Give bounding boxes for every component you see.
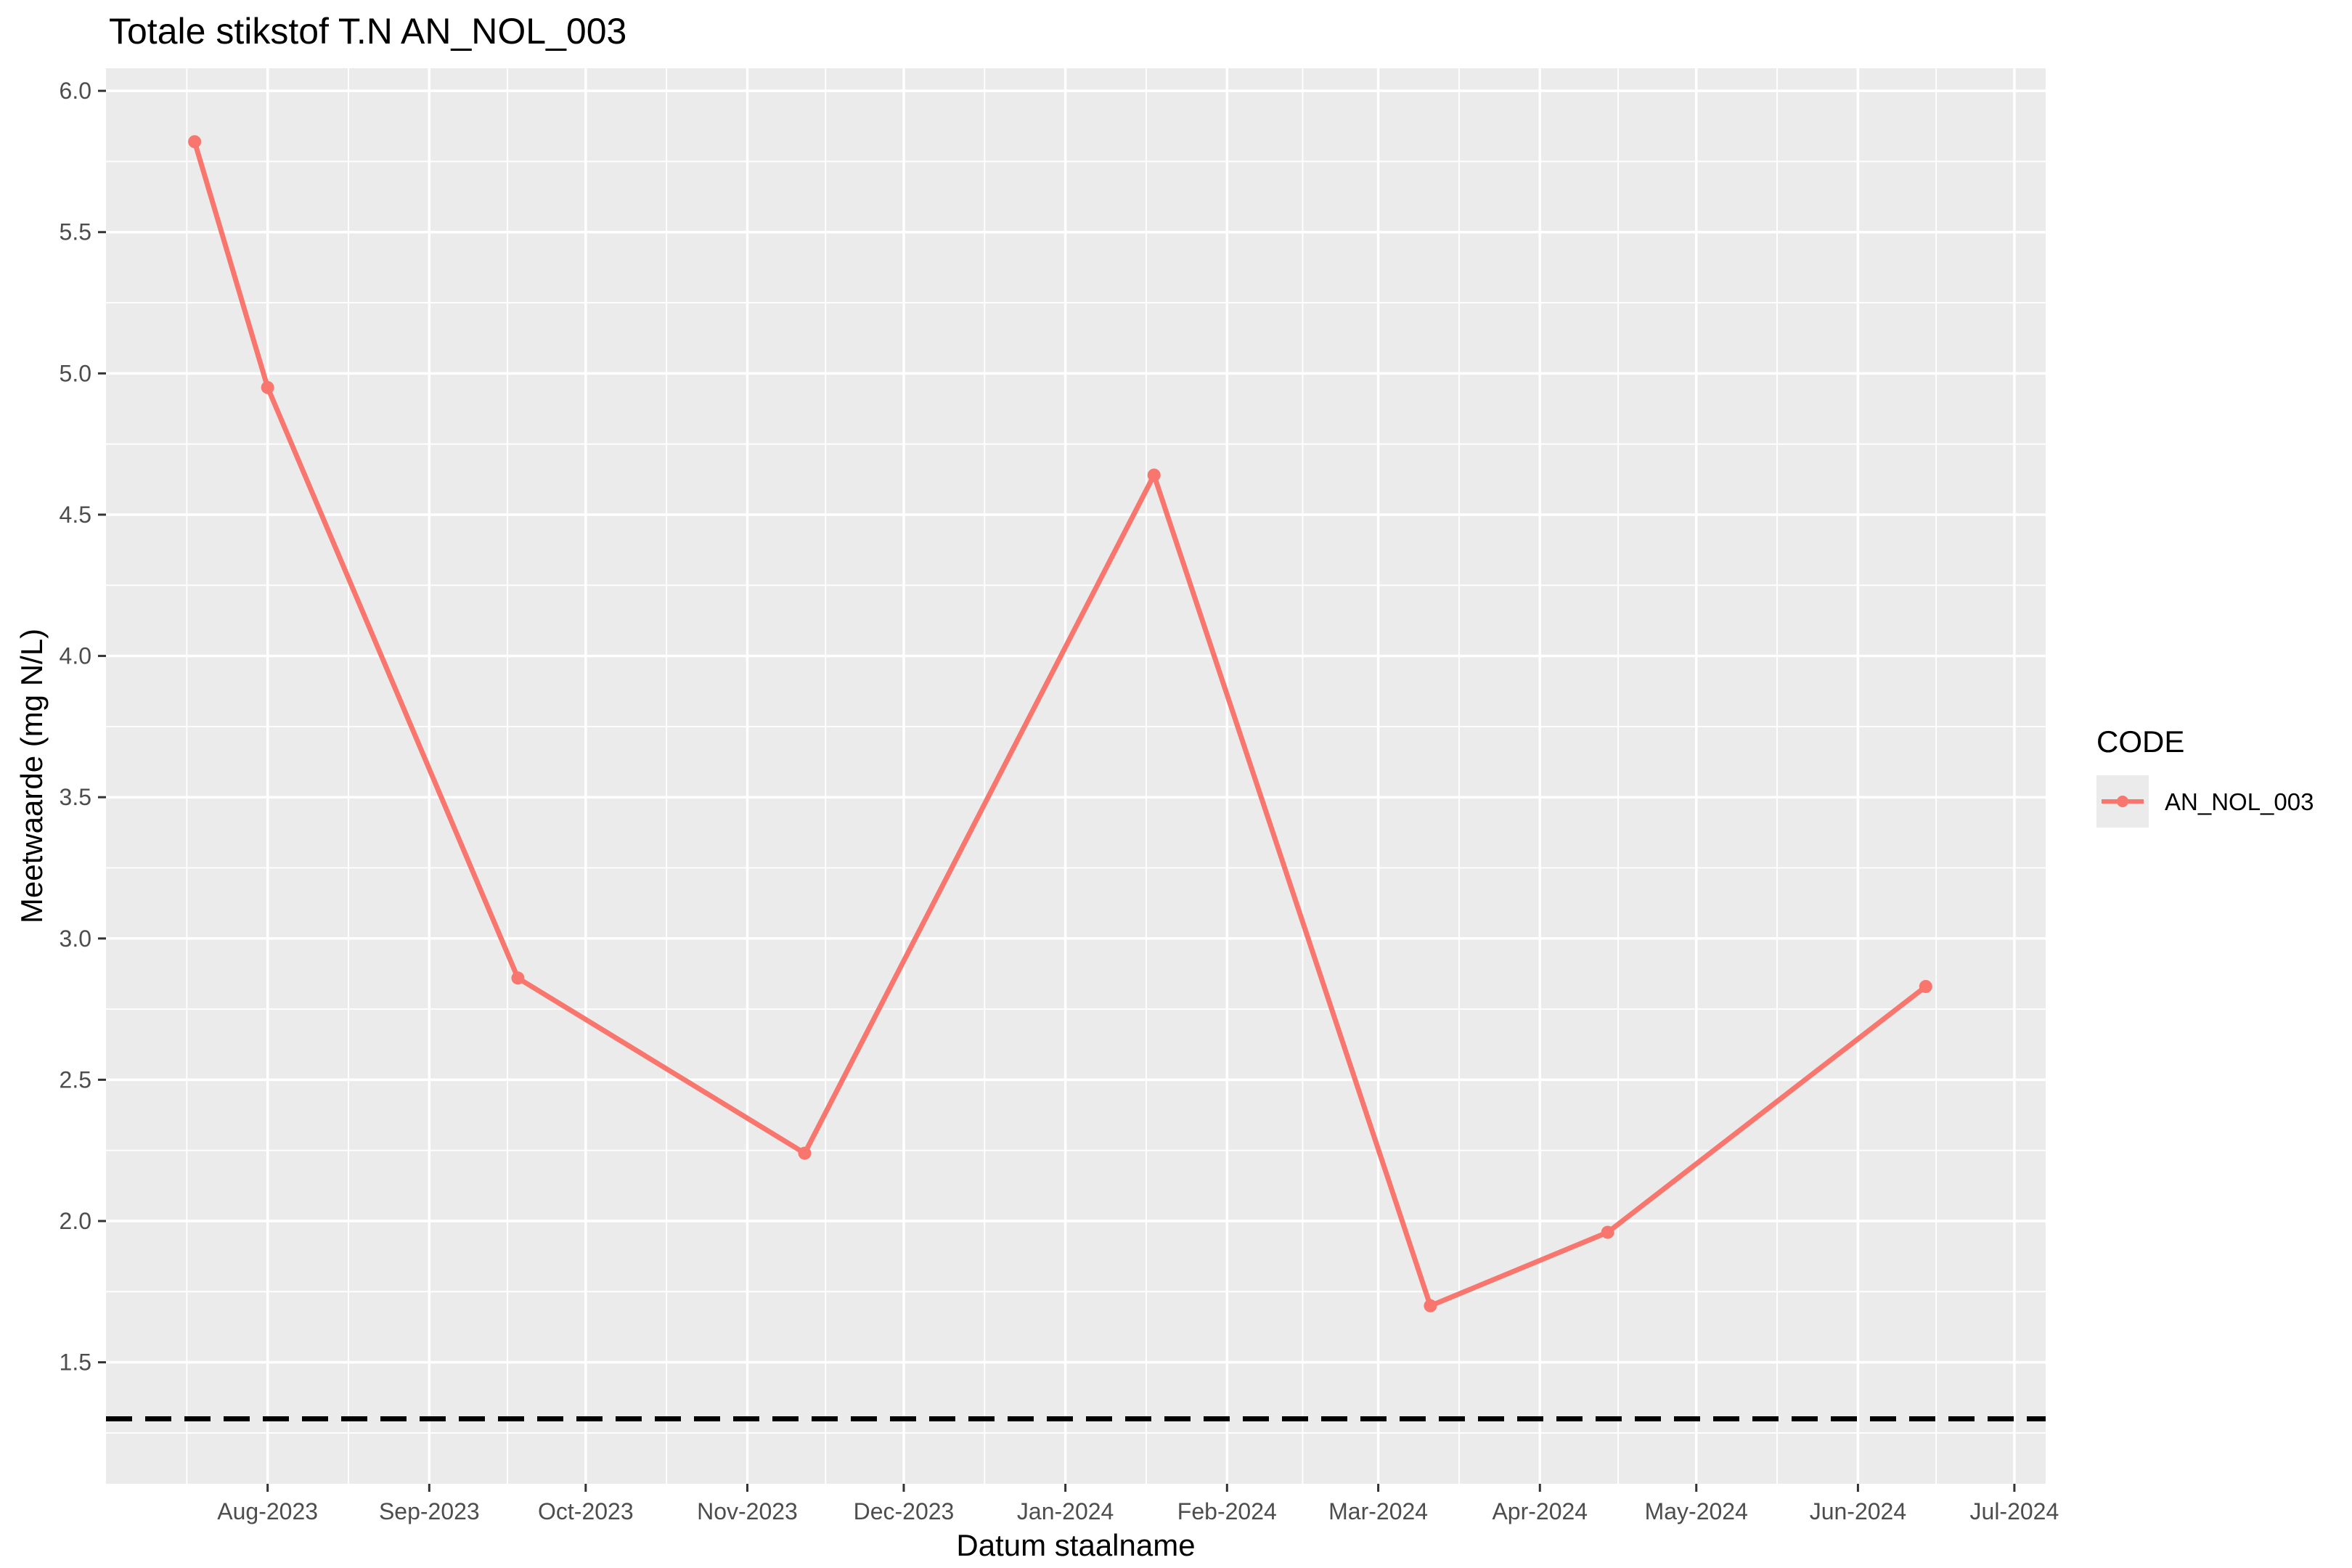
y-tick-label: 4.5 [60, 502, 91, 528]
data-point [798, 1146, 812, 1160]
x-tick-label: Jul-2024 [1970, 1498, 2059, 1524]
data-point [1601, 1225, 1614, 1239]
y-tick-label: 2.0 [60, 1208, 91, 1234]
y-tick-label: 3.5 [60, 784, 91, 810]
legend-label: AN_NOL_003 [2165, 788, 2314, 815]
x-tick-label: Oct-2023 [538, 1498, 634, 1524]
y-axis: 1.5 2.0 2.5 3.0 3.5 4.0 4.5 5.0 5.5 6.0 [60, 78, 106, 1376]
x-tick-label: Jan-2024 [1017, 1498, 1114, 1524]
x-tick-label: Aug-2023 [217, 1498, 318, 1524]
y-tick-label: 6.0 [60, 78, 91, 104]
x-tick-label: May-2024 [1645, 1498, 1748, 1524]
plot-panel [106, 68, 2046, 1484]
y-tick-label: 5.0 [60, 360, 91, 386]
legend: CODE AN_NOL_003 [2096, 724, 2314, 828]
y-axis-title: Meetwaarde (mg N/L) [15, 629, 49, 923]
data-point [1424, 1299, 1437, 1312]
x-tick-label: Feb-2024 [1177, 1498, 1277, 1524]
y-tick-label: 4.0 [60, 643, 91, 669]
y-tick-label: 3.0 [60, 926, 91, 952]
x-tick-label: Jun-2024 [1810, 1498, 1906, 1524]
data-point [1919, 979, 1932, 993]
chart-title: Totale stikstof T.N AN_NOL_003 [109, 11, 626, 52]
x-tick-label: Sep-2023 [379, 1498, 480, 1524]
x-tick-label: Dec-2023 [854, 1498, 955, 1524]
data-point [261, 380, 274, 394]
data-point [511, 971, 525, 985]
x-tick-label: Nov-2023 [697, 1498, 798, 1524]
x-tick-label: Mar-2024 [1328, 1498, 1428, 1524]
grid-major [106, 68, 2046, 1484]
y-tick-label: 5.5 [60, 219, 91, 245]
y-tick-label: 1.5 [60, 1349, 91, 1376]
x-axis: Aug-2023 Sep-2023 Oct-2023 Nov-2023 Dec-2023… [217, 1484, 2059, 1524]
legend-title: CODE [2096, 724, 2184, 759]
data-point [1147, 468, 1161, 482]
y-tick-label: 2.5 [60, 1066, 91, 1093]
legend-key-point [2117, 796, 2128, 807]
series-line [192, 139, 1929, 1309]
series-layer [188, 135, 1932, 1312]
x-tick-label: Apr-2024 [1492, 1498, 1588, 1524]
data-point [188, 135, 202, 149]
x-axis-title: Datum staalname [956, 1528, 1195, 1562]
